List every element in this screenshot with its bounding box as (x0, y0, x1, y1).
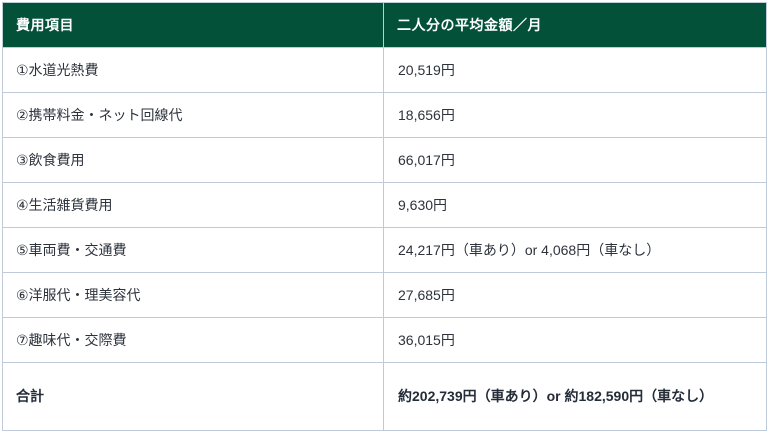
header-cell-amount: 二人分の平均金額／月 (383, 2, 767, 48)
table-row: ①水道光熱費 20,519円 (2, 47, 767, 93)
value-cell: 27,685円 (383, 272, 767, 318)
total-label-cell: 合計 (2, 362, 384, 431)
value-cell: 24,217円（車あり）or 4,068円（車なし） (383, 227, 767, 273)
value-cell: 66,017円 (383, 137, 767, 183)
table-row: ⑥洋服代・理美容代 27,685円 (2, 272, 767, 318)
header-cell-item: 費用項目 (2, 2, 384, 48)
item-cell: ⑤車両費・交通費 (2, 227, 384, 273)
item-cell: ①水道光熱費 (2, 47, 384, 93)
value-cell: 18,656円 (383, 92, 767, 138)
item-cell: ③飲食費用 (2, 137, 384, 183)
table-row: ④生活雑貨費用 9,630円 (2, 182, 767, 228)
value-cell: 20,519円 (383, 47, 767, 93)
table-row: ⑦趣味代・交際費 36,015円 (2, 317, 767, 363)
table-row: ⑤車両費・交通費 24,217円（車あり）or 4,068円（車なし） (2, 227, 767, 273)
total-row: 合計 約202,739円（車あり）or 約182,590円（車なし） (2, 362, 767, 431)
table-row: ②携帯料金・ネット回線代 18,656円 (2, 92, 767, 138)
item-cell: ⑥洋服代・理美容代 (2, 272, 384, 318)
value-cell: 9,630円 (383, 182, 767, 228)
item-cell: ⑦趣味代・交際費 (2, 317, 384, 363)
value-cell: 36,015円 (383, 317, 767, 363)
table-row: ③飲食費用 66,017円 (2, 137, 767, 183)
header-row: 費用項目 二人分の平均金額／月 (2, 2, 767, 48)
total-value-cell: 約202,739円（車あり）or 約182,590円（車なし） (383, 362, 767, 431)
item-cell: ②携帯料金・ネット回線代 (2, 92, 384, 138)
item-cell: ④生活雑貨費用 (2, 182, 384, 228)
